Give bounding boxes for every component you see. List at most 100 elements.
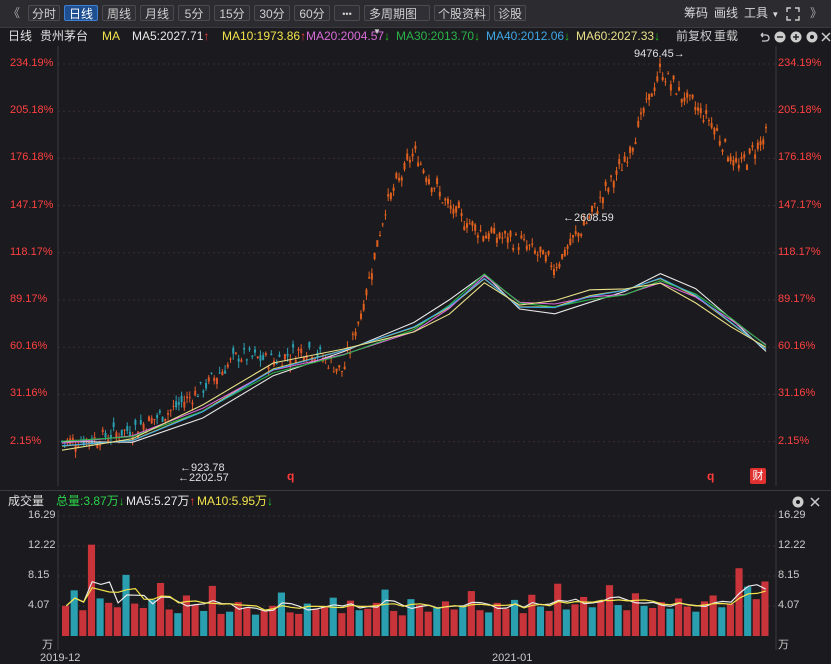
candle-body [577,232,580,237]
ma30-value: MA30:2013.70↓ [396,27,480,45]
tab-daily[interactable]: 日线 [64,5,98,21]
candle-body [474,224,477,231]
event-marker-q[interactable]: q [707,469,715,483]
zoom-out-icon[interactable] [774,30,786,48]
fullscreen-icon[interactable] [786,7,800,26]
y-tick-label: 234.19% [778,57,822,69]
candle-body [631,147,634,152]
candle-body [213,377,216,382]
candle-body [438,191,441,197]
candle-body [430,187,433,193]
high-price: 9476.45 [634,48,674,60]
volume-bar [303,603,311,636]
candle-body [539,246,542,253]
tools-label: 工具 [744,6,769,20]
reload-button[interactable]: 重载 [714,29,739,43]
candle-body [248,348,251,350]
candle-body [658,63,661,67]
event-marker-q[interactable]: q [287,469,295,483]
candle-body [278,354,281,357]
ma-label[interactable]: MA [102,29,120,43]
candle-body [642,108,645,113]
y-tick-label: 147.17% [778,198,822,211]
close-panel-icon[interactable] [810,495,820,513]
ma10-text: MA10:1973.86 [222,29,301,43]
candle-body [313,358,316,361]
tab-monthly[interactable]: 月线 [140,5,174,21]
volume-bar [416,605,424,636]
volume-bar [234,602,242,636]
settings-icon[interactable] [792,495,804,513]
candle-body [362,303,365,311]
y-tick-label: 2.15% [778,434,810,447]
volume-bar [355,610,363,636]
candle-body [471,221,474,226]
draw-line-button[interactable]: 画线 [714,6,739,20]
arrow-up-icon: ↑ [203,29,210,43]
tab-15min[interactable]: 15分 [214,5,250,21]
more-periods-button[interactable]: ••• [334,5,360,21]
candle-body [525,245,528,250]
candle-body [726,157,729,162]
settings-icon[interactable] [806,30,818,48]
tab-60min[interactable]: 60分 [294,5,330,21]
candle-body [175,401,178,408]
volume-chart[interactable] [0,510,831,650]
candle-body [667,73,670,75]
volume-ma10-line [65,587,766,611]
candle-body [267,367,270,370]
candle-body [340,371,343,373]
candle-body [672,75,675,80]
candle-body [675,93,678,95]
candle-body [153,419,156,421]
volume-bar [752,599,760,636]
volume-bar [62,605,70,636]
volume-bar [536,606,545,636]
candle-body [547,251,550,255]
candle-body [759,140,762,145]
candle-body [109,435,112,439]
volume-bar [554,583,562,636]
volume-bar [441,601,450,636]
candle-body [376,240,379,247]
price-chart[interactable] [0,46,831,488]
arrow-down-icon: ↓ [474,29,481,43]
volume-ma5-text: MA5:5.27万 [126,494,190,508]
collapse-left-icon[interactable]: 《 [8,6,21,20]
tab-30min[interactable]: 30分 [254,5,290,21]
candle-body [523,238,526,240]
chip-button[interactable]: 筹码 [684,6,709,20]
financial-report-badge[interactable]: 财 [750,468,766,484]
candle-body [389,192,392,200]
close-panel-icon[interactable] [821,30,831,48]
candle-body [460,213,463,216]
candle-body [433,187,436,189]
volume-bar [165,609,173,636]
volume-tick-label: 8.15 [28,568,50,581]
volume-tick-label: 12.22 [778,538,806,551]
candle-body [253,349,256,353]
ma-line-6 [61,282,767,451]
multi-period-dropdown[interactable]: 多周期图 ▼ [364,5,430,36]
candle-body [501,237,504,239]
volume-ma10-text: MA10:5.95万 [197,494,268,508]
volume-bar [761,581,769,636]
candle-body [229,358,232,360]
zoom-in-icon[interactable] [790,30,802,48]
tab-weekly[interactable]: 周线 [102,5,136,21]
diagnose-button[interactable]: 诊股 [494,5,526,21]
volume-tick-label: 16.29 [28,509,56,521]
tab-intraday[interactable]: 分时 [28,5,60,21]
undo-icon[interactable] [758,30,770,48]
volume-bar [692,611,700,636]
candle-body [237,358,240,362]
expand-right-icon[interactable]: 》 [810,6,823,20]
adjust-mode-button[interactable]: 前复权 [676,29,713,43]
candle-body [593,202,596,205]
tab-5min[interactable]: 5分 [178,5,210,21]
candle-body [66,439,69,441]
volume-bar [329,597,337,636]
tools-dropdown[interactable]: 工具 ▼ [744,5,779,21]
stock-info-button[interactable]: 个股资料 [434,5,490,21]
y-tick-label: 205.18% [778,104,822,117]
